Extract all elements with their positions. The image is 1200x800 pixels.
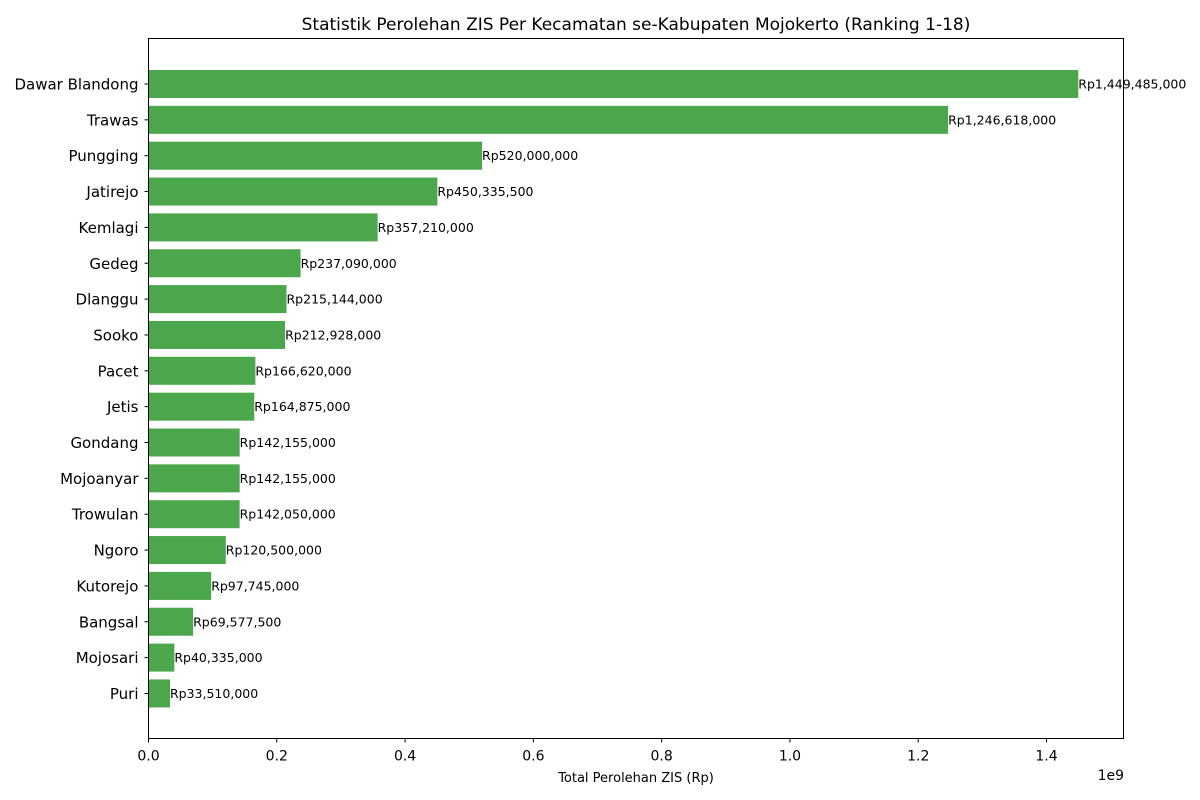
data-label: Rp520,000,000 xyxy=(482,148,578,163)
data-label: Rp142,155,000 xyxy=(240,435,336,450)
bar-gondang xyxy=(148,428,240,457)
category-label: Mojoanyar xyxy=(60,470,139,488)
bar-kemlagi xyxy=(148,213,378,242)
bar-bangsal xyxy=(148,607,194,636)
category-label: Trawas xyxy=(86,111,139,129)
data-label: Rp142,155,000 xyxy=(240,471,336,486)
bar-pacet xyxy=(148,356,256,385)
x-axis-scale-note: 1e9 xyxy=(1098,768,1124,784)
bar-mojoanyar xyxy=(148,464,240,493)
category-labels-group: Dawar Blandong Trawas Pungging Jatirejo Keml… xyxy=(14,76,149,703)
bar-pungging xyxy=(148,141,483,170)
data-label: Rp120,500,000 xyxy=(226,543,322,558)
x-tick-label: 1.0 xyxy=(779,749,801,765)
category-label: Ngoro xyxy=(94,542,139,560)
bar-jatirejo xyxy=(148,177,438,206)
category-label: Gedeg xyxy=(89,255,138,273)
x-tick-label: 0.6 xyxy=(522,749,544,765)
category-label: Kutorejo xyxy=(76,577,138,595)
data-label: Rp142,050,000 xyxy=(240,507,336,522)
category-label: Jatirejo xyxy=(85,183,138,201)
data-label: Rp237,090,000 xyxy=(301,256,397,271)
data-label: Rp166,620,000 xyxy=(255,363,351,378)
x-tick-label: 0.8 xyxy=(651,749,673,765)
x-axis-ticks-group: 0.0 0.2 0.4 0.6 0.8 1.0 1.2 1.4 xyxy=(137,738,1058,765)
data-label: Rp212,928,000 xyxy=(285,327,381,342)
bar-trawas xyxy=(148,105,949,134)
data-label: Rp450,335,500 xyxy=(437,184,533,199)
bar-puri xyxy=(148,679,170,708)
plot-frame xyxy=(148,38,1124,739)
data-label: Rp215,144,000 xyxy=(287,292,383,307)
bar-ngoro xyxy=(148,536,226,565)
bar-trowulan xyxy=(148,500,240,529)
category-label: Puri xyxy=(110,685,139,703)
data-label: Rp40,335,000 xyxy=(174,650,262,665)
bar-sooko xyxy=(148,320,286,349)
data-label: Rp1,246,618,000 xyxy=(948,112,1056,127)
chart-title: Statistik Perolehan ZIS Per Kecamatan se… xyxy=(302,15,971,35)
category-label: Gondang xyxy=(70,434,138,452)
category-label: Trowulan xyxy=(71,506,139,524)
data-label: Rp1,449,485,000 xyxy=(1078,77,1186,92)
data-label: Rp97,745,000 xyxy=(211,578,299,593)
data-label: Rp164,875,000 xyxy=(254,399,350,414)
bars-group xyxy=(148,70,1079,708)
data-labels-group: Rp1,449,485,000 Rp1,246,618,000 Rp520,000,… xyxy=(170,77,1186,701)
data-label: Rp69,577,500 xyxy=(193,614,281,629)
x-tick-label: 1.4 xyxy=(1035,749,1057,765)
x-tick-label: 1.2 xyxy=(907,749,929,765)
category-label: Dlanggu xyxy=(76,291,139,309)
bar-dlanggu xyxy=(148,285,287,314)
x-tick-label: 0.0 xyxy=(137,749,159,765)
category-label: Kemlagi xyxy=(79,219,139,237)
x-tick-label: 0.2 xyxy=(266,749,288,765)
data-label: Rp33,510,000 xyxy=(170,686,258,701)
data-label: Rp357,210,000 xyxy=(378,220,474,235)
category-label: Pungging xyxy=(68,147,138,165)
category-label: Jetis xyxy=(106,398,139,416)
category-label: Pacet xyxy=(98,362,139,380)
bar-mojosari xyxy=(148,643,175,672)
x-axis-label: Total Perolehan ZIS (Rp) xyxy=(557,771,714,786)
category-label: Sooko xyxy=(93,326,138,344)
category-label: Mojosari xyxy=(76,649,139,667)
bar-jetis xyxy=(148,392,255,421)
bar-gedeg xyxy=(148,249,301,278)
x-tick-label: 0.4 xyxy=(394,749,416,765)
bar-dawar-blandong xyxy=(148,70,1079,98)
category-label: Dawar Blandong xyxy=(14,76,138,94)
category-label: Bangsal xyxy=(79,613,139,631)
bar-kutorejo xyxy=(148,571,212,600)
